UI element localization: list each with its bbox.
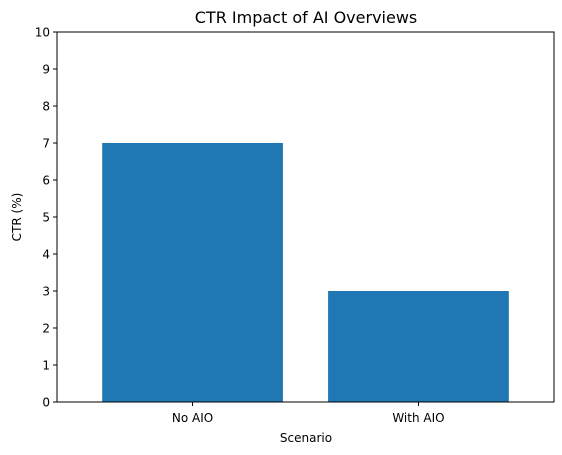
y-tick-label: 3 xyxy=(42,285,50,299)
y-axis: 0 1 2 3 4 5 6 7 8 9 10 xyxy=(35,26,57,410)
y-tick-label: 8 xyxy=(42,100,50,114)
y-tick-label: 1 xyxy=(42,359,50,373)
x-tick-label: With AIO xyxy=(392,411,444,425)
y-tick-label: 6 xyxy=(42,174,50,188)
y-tick-label: 9 xyxy=(42,63,50,77)
y-tick-label: 10 xyxy=(35,26,50,40)
y-axis-label: CTR (%) xyxy=(10,193,24,242)
y-tick-label: 0 xyxy=(42,396,50,410)
x-tick-label: No AIO xyxy=(172,411,213,425)
chart-title: CTR Impact of AI Overviews xyxy=(195,8,418,27)
bar-no-aio xyxy=(102,143,283,402)
y-tick-label: 7 xyxy=(42,137,50,151)
y-tick-label: 2 xyxy=(42,322,50,336)
x-axis-label: Scenario xyxy=(280,431,332,445)
y-tick-label: 4 xyxy=(42,248,50,262)
bars-group xyxy=(102,143,509,402)
y-tick-label: 5 xyxy=(42,211,50,225)
x-axis: No AIO With AIO xyxy=(172,402,445,425)
bar-with-aio xyxy=(328,291,509,402)
